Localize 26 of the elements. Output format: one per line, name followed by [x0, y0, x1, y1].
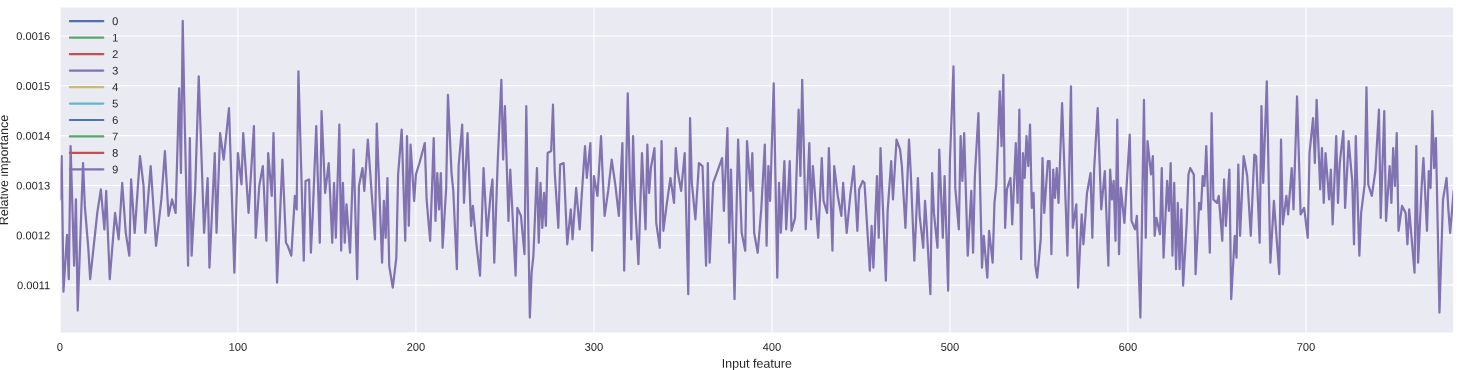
- legend-label: 6: [112, 116, 118, 124]
- x-tick-label: 200: [407, 343, 425, 351]
- legend-label: 7: [112, 132, 118, 141]
- legend-label: 4: [112, 83, 118, 91]
- legend-label: 1: [112, 33, 118, 42]
- x-tick-label: 700: [1297, 343, 1315, 351]
- x-tick-label: 300: [585, 343, 603, 351]
- y-tick-label: 0.0013: [16, 181, 50, 190]
- x-tick-label: 0: [57, 343, 63, 351]
- y-tick-label: 0.0014: [16, 131, 50, 140]
- y-tick-label: 0.0016: [16, 32, 50, 41]
- y-tick-label: 0.0012: [16, 231, 50, 240]
- legend-label: 0: [112, 17, 118, 26]
- legend-label: 8: [112, 149, 118, 157]
- x-tick-label: 400: [762, 343, 781, 351]
- x-tick-label: 100: [229, 343, 247, 351]
- line-series: [59, 19, 1454, 319]
- legend-label: 3: [112, 66, 118, 75]
- x-tick-label: 600: [1119, 343, 1137, 351]
- y-tick-label: 0.0011: [17, 281, 50, 290]
- legend-label: 2: [112, 50, 118, 59]
- legend-label: 5: [112, 99, 118, 108]
- x-tick-label: 500: [941, 343, 959, 351]
- y-tick-label: 0.0015: [16, 82, 50, 90]
- legend-label: 9: [112, 165, 118, 174]
- x-axis-title: Input feature: [722, 358, 792, 370]
